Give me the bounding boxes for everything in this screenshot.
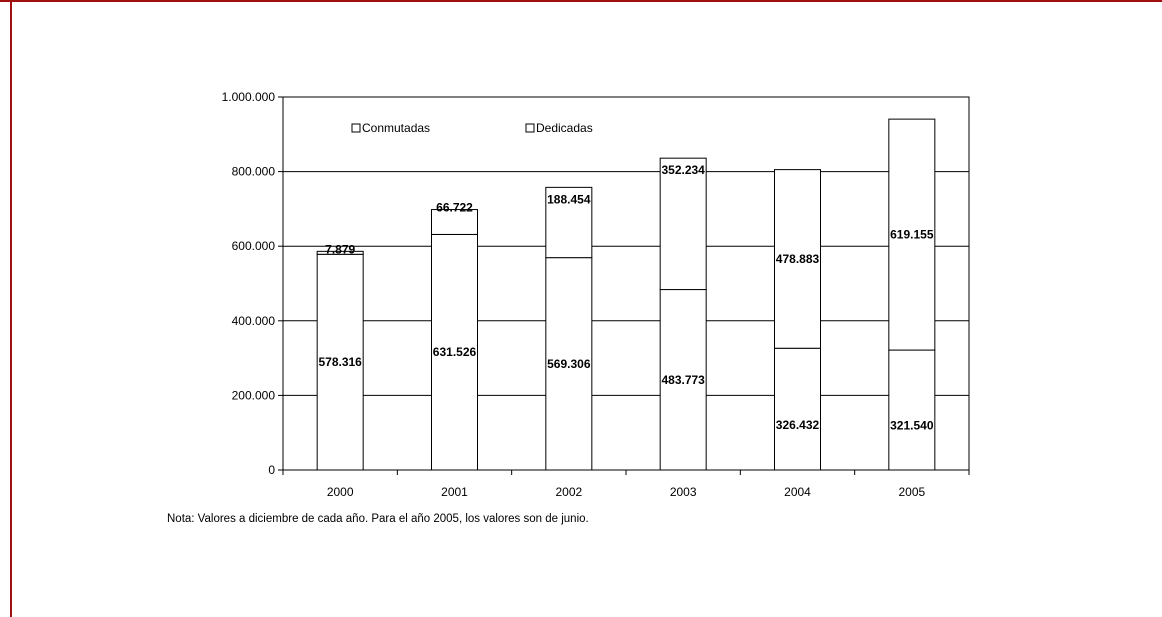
y-tick-label: 800.000 <box>232 165 276 179</box>
data-label: 569.306 <box>547 357 591 371</box>
bar-segment-dedicadas <box>888 118 936 351</box>
data-label: 631.526 <box>433 345 477 359</box>
bar-segment-dedicadas <box>774 169 821 349</box>
x-axis: 2000 2001 2002 2003 2004 2005 <box>282 470 970 499</box>
x-tick-label: 2000 <box>327 485 354 499</box>
frame-left-border <box>10 0 12 617</box>
data-label: 352.234 <box>661 163 705 177</box>
data-label: 478.883 <box>776 252 820 266</box>
y-tick-label: 600.000 <box>232 239 276 253</box>
x-tick-label: 2004 <box>784 485 811 499</box>
bar-segment-dedicadas <box>316 250 364 255</box>
y-tick-label: 1.000.000 <box>222 90 276 104</box>
x-tick-label: 2001 <box>441 485 468 499</box>
x-tick-label: 2005 <box>898 485 925 499</box>
x-tick-label: 2003 <box>670 485 697 499</box>
data-label: 7.879 <box>325 242 355 256</box>
data-labels: 578.316 7.879 631.526 66.722 569.306 188.454 4… <box>318 163 933 432</box>
y-tick-label: 400.000 <box>232 314 276 328</box>
x-tick-label: 2002 <box>555 485 582 499</box>
legend-swatch-dedicadas <box>525 123 535 133</box>
legend-label-conmutadas: Conmutadas <box>362 121 430 135</box>
data-label: 326.432 <box>776 418 820 432</box>
bar-segment-conmutadas <box>888 349 936 471</box>
bar-segment-conmutadas <box>431 233 478 471</box>
legend: Conmutadas Dedicadas <box>351 121 593 135</box>
axes <box>282 97 969 471</box>
data-label: 619.155 <box>890 228 934 242</box>
frame-top-border <box>0 0 1162 2</box>
y-tick-label: 0 <box>268 463 275 477</box>
data-label: 483.773 <box>661 373 705 387</box>
data-label: 321.540 <box>890 419 934 433</box>
bar-segment-dedicadas <box>659 157 707 291</box>
bar-segment-conmutadas <box>774 347 821 471</box>
data-label: 188.454 <box>547 192 591 206</box>
plot-area-border <box>282 96 970 471</box>
data-label: 578.316 <box>318 355 362 369</box>
legend-label-dedicadas: Dedicadas <box>536 121 593 135</box>
bar-segment-dedicadas <box>545 186 593 259</box>
y-tick-label: 200.000 <box>232 388 276 402</box>
data-label: 66.722 <box>436 201 473 215</box>
legend-swatch-conmutadas <box>351 123 361 133</box>
bars <box>316 118 936 471</box>
gridlines <box>283 171 969 396</box>
y-axis: 0 200.000 400.000 600.000 800.000 1.000.000 <box>222 90 283 477</box>
footnote: Nota: Valores a diciembre de cada año. P… <box>167 513 589 525</box>
bar-segment-dedicadas <box>431 209 478 235</box>
